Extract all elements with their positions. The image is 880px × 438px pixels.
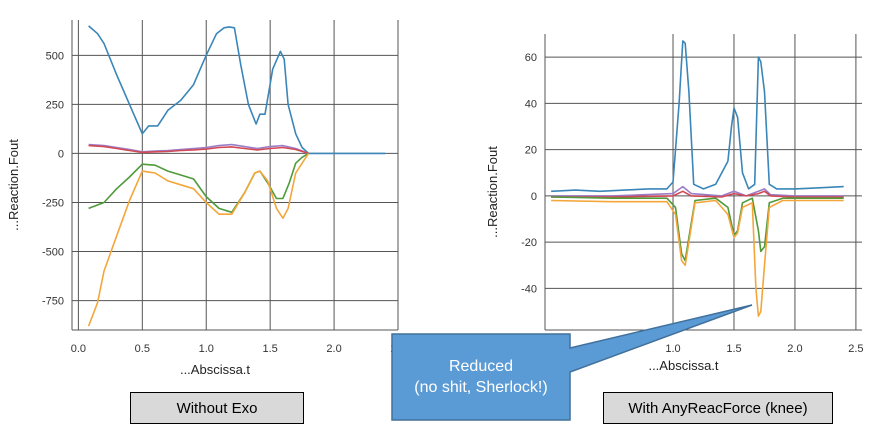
left-series-blue bbox=[88, 25, 386, 155]
left-xtick-label: 0.0 bbox=[71, 343, 86, 355]
right-xtick-label: 1.5 bbox=[726, 343, 741, 355]
left-series-red bbox=[88, 144, 309, 155]
right-series-orange bbox=[551, 199, 844, 317]
left-series-green bbox=[88, 152, 309, 214]
caption-without-exo-label: Without Exo bbox=[176, 399, 258, 417]
right-ytick-label: 40 bbox=[525, 98, 537, 110]
right-xtick-label: 2.0 bbox=[787, 343, 802, 355]
left-x-axis-label: ...Abscissa.t bbox=[180, 362, 250, 377]
left-xtick-label: 0.5 bbox=[135, 343, 150, 355]
right-series-blue bbox=[551, 40, 844, 193]
left-y-axis-label: ...Reaction.Fout bbox=[6, 139, 21, 231]
right-xtick-label: 1.0 bbox=[665, 343, 680, 355]
caption-with-anyreacforce: With AnyReacForce (knee) bbox=[603, 392, 833, 424]
right-series-green bbox=[551, 196, 844, 262]
caption-with-anyreacforce-label: With AnyReacForce (knee) bbox=[628, 399, 808, 417]
left-ytick-label: 250 bbox=[46, 99, 64, 111]
left-xtick-label: 1.5 bbox=[263, 343, 278, 355]
callout-line2: (no shit, Sherlock!) bbox=[414, 379, 548, 396]
chart-without-exo: 0.00.51.01.52.02.55002500-250-500-750...… bbox=[6, 20, 406, 377]
callout-text: Reduced (no shit, Sherlock!) bbox=[392, 334, 570, 420]
right-ytick-label: 60 bbox=[525, 52, 537, 64]
left-xtick-label: 2.0 bbox=[326, 343, 341, 355]
callout-line1: Reduced bbox=[448, 358, 514, 375]
left-xtick-label: 1.0 bbox=[199, 343, 214, 355]
left-ytick-label: 500 bbox=[46, 50, 64, 62]
right-y-axis-label: ...Reaction.Fout bbox=[485, 146, 500, 238]
callout-shape bbox=[391, 304, 753, 421]
right-ytick-label: 20 bbox=[525, 145, 537, 157]
left-series-orange bbox=[87, 152, 310, 327]
caption-without-exo: Without Exo bbox=[130, 392, 304, 424]
left-ytick-label: 0 bbox=[58, 148, 64, 160]
right-xtick-label: 2.5 bbox=[848, 343, 863, 355]
left-ytick-label: -500 bbox=[42, 247, 64, 259]
right-x-axis-label: ...Abscissa.t bbox=[648, 358, 718, 373]
chart-with-anyreacforce: 1.0 1.5 2.0 2.5 60 40 20 0 -20 -40 ...Abscissa.t..… bbox=[485, 34, 864, 373]
left-series-purple bbox=[88, 143, 309, 155]
right-ytick-label: -20 bbox=[521, 237, 537, 249]
right-series-purple bbox=[551, 185, 844, 197]
right-series-red bbox=[551, 190, 844, 198]
left-ytick-label: -250 bbox=[42, 197, 64, 209]
right-ytick-label: 0 bbox=[531, 191, 537, 203]
right-ytick-label: -40 bbox=[521, 283, 537, 295]
left-ytick-label: -750 bbox=[42, 296, 64, 308]
